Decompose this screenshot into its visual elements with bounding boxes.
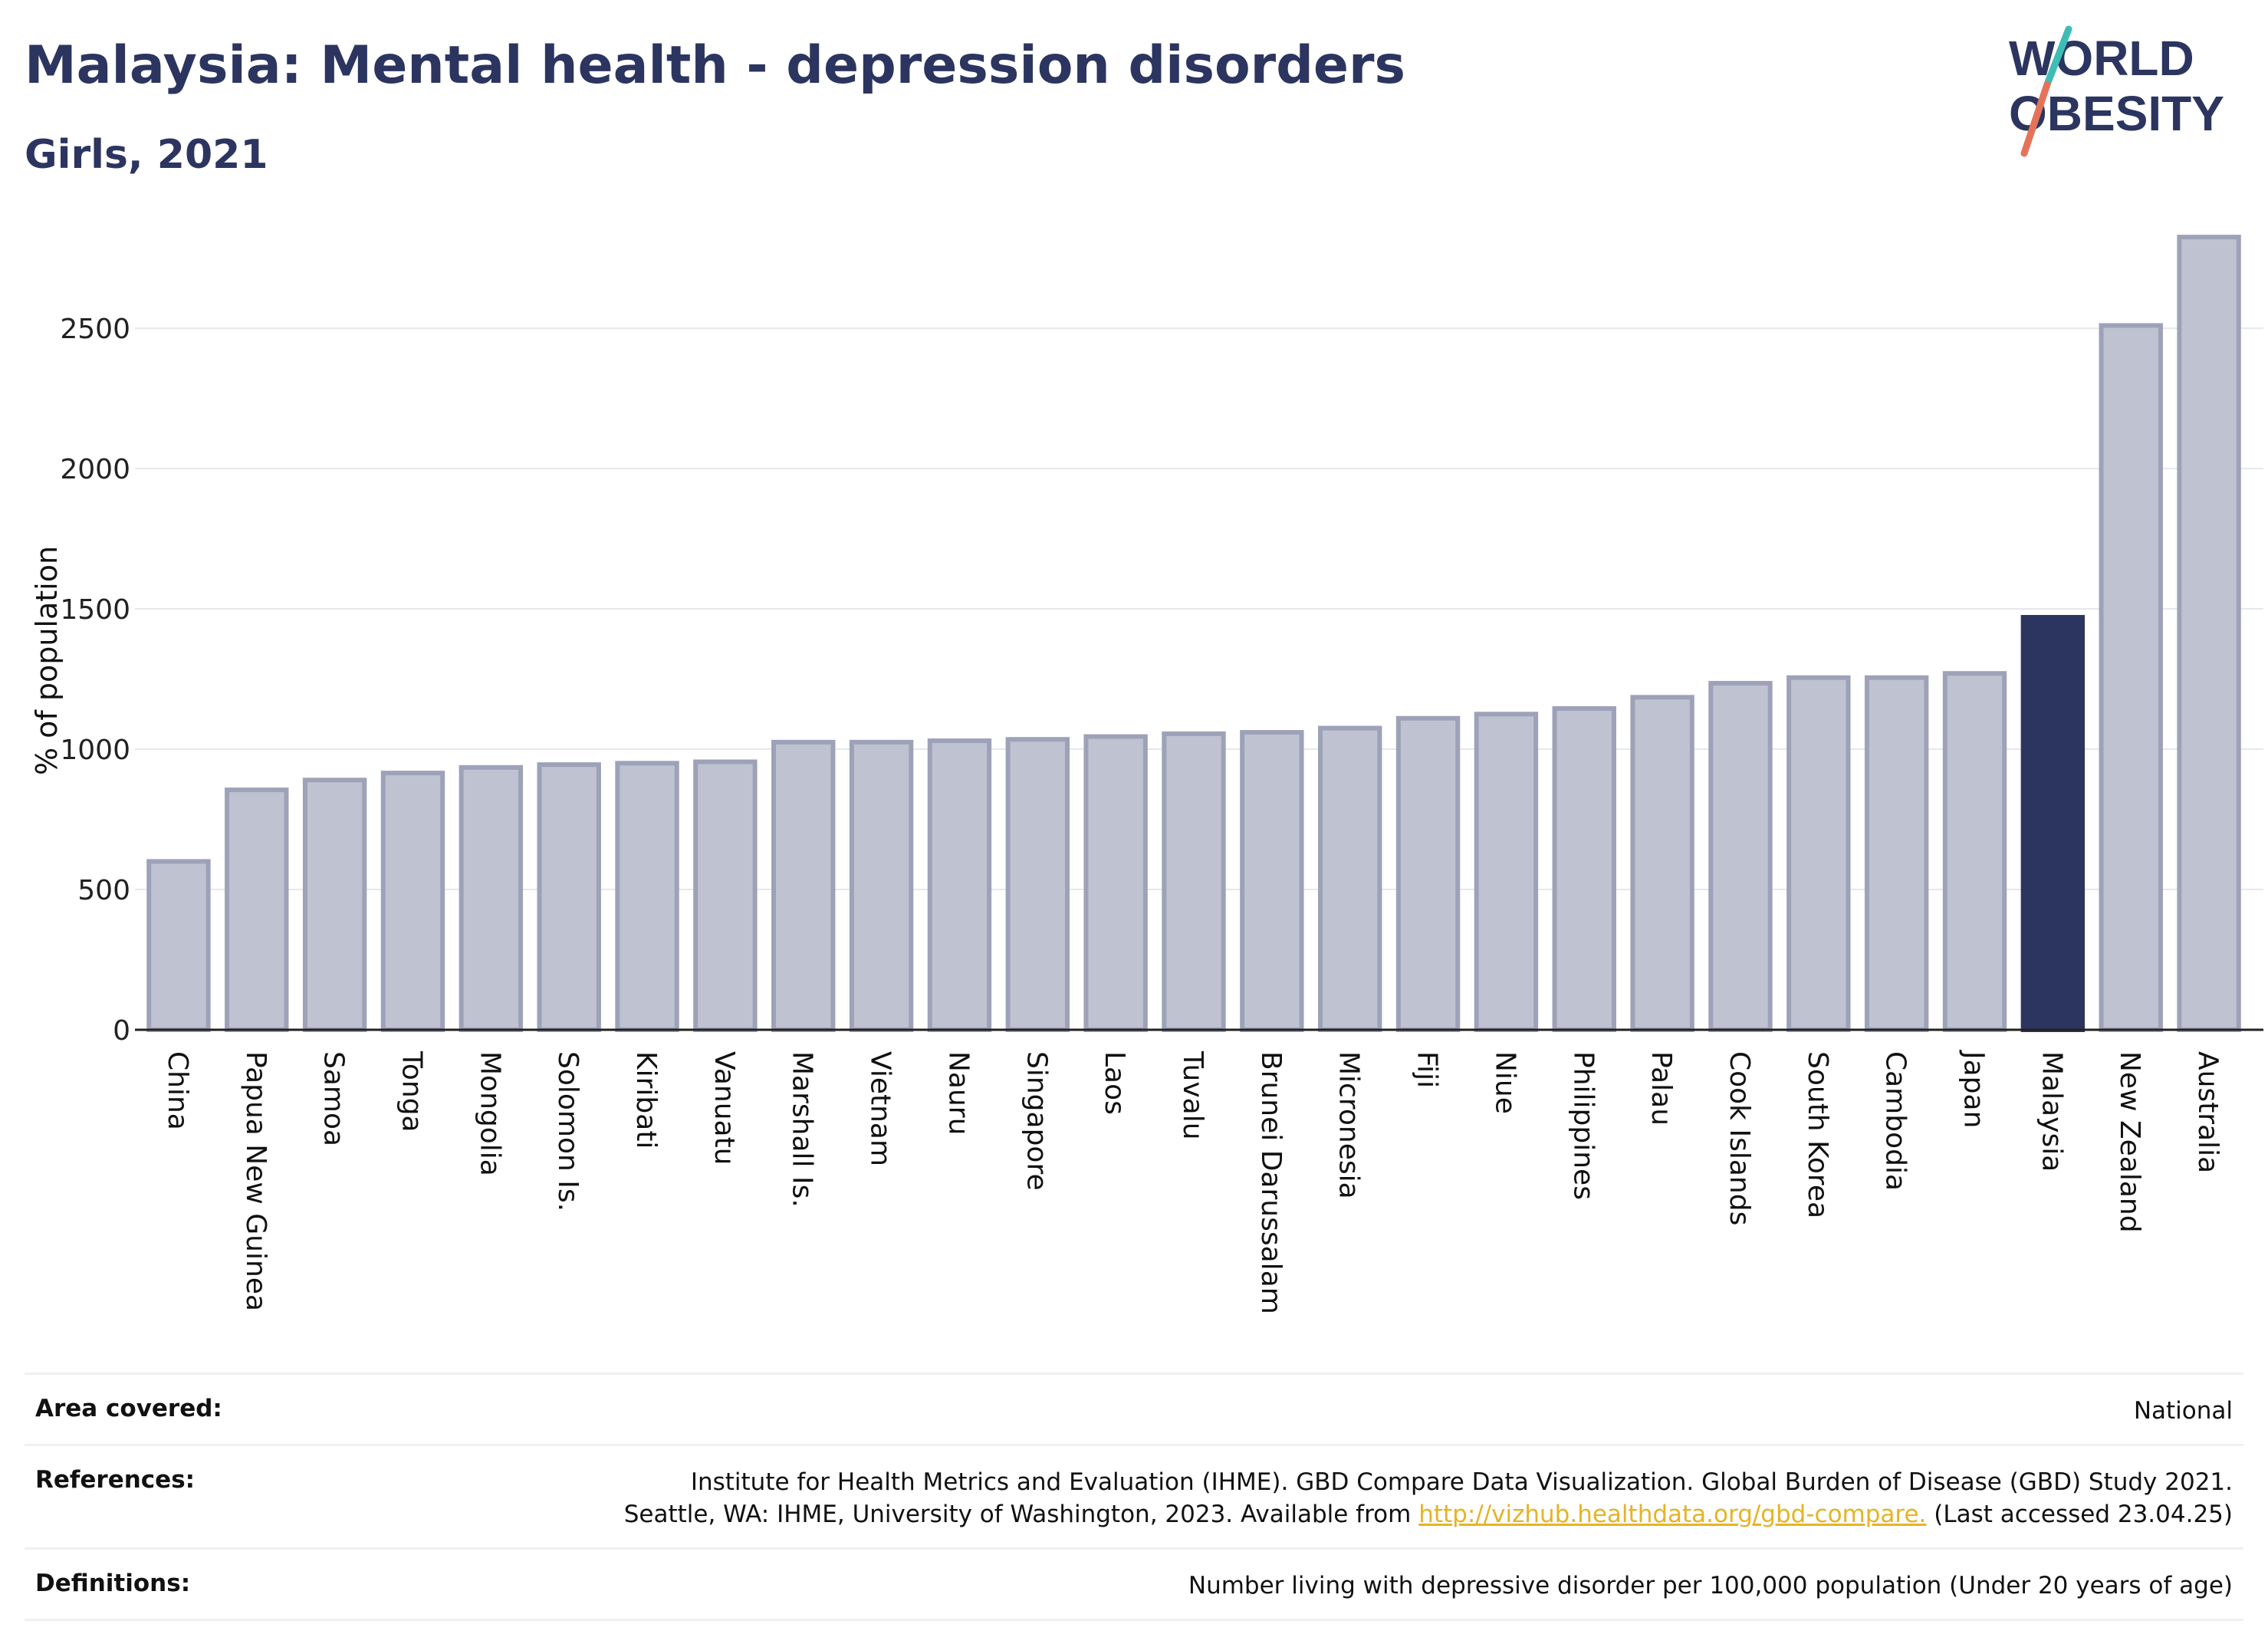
references-link[interactable]: http://vizhub.healthdata.org/gbd-compare… xyxy=(1418,1501,1927,1528)
bar-cook-islands xyxy=(1708,681,1773,1032)
x-tick-label: Fiji xyxy=(1412,1051,1443,1088)
bar-philippines xyxy=(1552,705,1616,1032)
x-tick-label: Marshall Is. xyxy=(787,1051,818,1208)
y-tick-label: 2000 xyxy=(60,454,130,485)
bar-singapore xyxy=(1005,737,1070,1032)
x-tick-label: Vietnam xyxy=(865,1051,896,1166)
x-tick-label: Vanuatu xyxy=(708,1051,740,1165)
y-tick-label: 500 xyxy=(77,875,130,906)
x-tick-label: Philippines xyxy=(1567,1051,1599,1200)
x-tick-label: Tonga xyxy=(396,1050,427,1133)
bar-papua-new-guinea xyxy=(225,787,289,1032)
references-line-1: Institute for Health Metrics and Evaluat… xyxy=(690,1468,2233,1496)
x-tick-label: Malaysia xyxy=(2036,1051,2067,1172)
bar-kiribati xyxy=(615,761,679,1032)
references-line-2-post: (Last accessed 23.04.25) xyxy=(1934,1501,2233,1528)
bar-mongolia xyxy=(459,764,524,1032)
world-obesity-logo: WORLD OBESITY xyxy=(2009,25,2224,157)
x-tick-label: Solomon Is. xyxy=(552,1051,583,1212)
logo-text-world: WORLD xyxy=(2009,31,2194,86)
bar-brunei-darussalam xyxy=(1240,730,1304,1033)
bar-fiji xyxy=(1395,715,1461,1032)
x-tick-label: Mongolia xyxy=(474,1051,505,1176)
x-tick-label: Niue xyxy=(1489,1051,1520,1114)
y-axis-ticks: 0 500 1000 1500 2000 2500 xyxy=(60,314,130,1047)
bar-tonga xyxy=(380,771,445,1032)
y-tick-label: 1000 xyxy=(60,735,130,766)
chart-footer: Area covered: National References: Insti… xyxy=(25,1373,2243,1621)
x-tick-label: Laos xyxy=(1099,1051,1130,1115)
x-tick-label: Samoa xyxy=(318,1051,350,1146)
bar-niue xyxy=(1474,712,1539,1033)
bar-cambodia xyxy=(1864,675,1929,1032)
definitions-value: Number living with depressive disorder p… xyxy=(1188,1572,2233,1599)
y-axis-title: % of population xyxy=(30,546,64,775)
x-axis-labels: China Papua New Guinea Samoa Tonga Mongolia S… xyxy=(162,1050,2224,1314)
x-tick-label: Papua New Guinea xyxy=(240,1051,271,1311)
bar-micronesia xyxy=(1318,725,1382,1032)
x-tick-label: South Korea xyxy=(1802,1051,1833,1218)
x-tick-label: Palau xyxy=(1645,1051,1677,1126)
x-tick-label: New Zealand xyxy=(2114,1051,2145,1233)
references-line-2: Seattle, WA: IHME, University of Washing… xyxy=(624,1498,2233,1530)
x-tick-label: Nauru xyxy=(942,1051,974,1135)
bar-south-korea xyxy=(1786,675,1851,1032)
page-subtitle: Girls, 2021 xyxy=(25,132,268,178)
x-tick-label: Cook Islands xyxy=(1724,1051,1755,1225)
footer-row-area: Area covered: National xyxy=(25,1373,2243,1444)
area-covered-value: National xyxy=(2133,1397,2233,1425)
x-tick-label: Japan xyxy=(1958,1050,1990,1128)
bar-japan xyxy=(1942,671,2007,1032)
references-label: References: xyxy=(35,1466,196,1494)
bar-malaysia xyxy=(2020,615,2086,1032)
bar-australia xyxy=(2177,235,2241,1032)
bar-palau xyxy=(1630,695,1694,1033)
references-value: Institute for Health Metrics and Evaluat… xyxy=(624,1466,2233,1530)
y-tick-label: 1500 xyxy=(60,594,130,626)
page-title: Malaysia: Mental health - depression dis… xyxy=(25,35,1406,96)
bars xyxy=(146,235,2241,1033)
x-tick-label: Singapore xyxy=(1021,1051,1052,1191)
references-line-2-pre: Seattle, WA: IHME, University of Washing… xyxy=(623,1501,1412,1528)
bar-china xyxy=(146,859,211,1032)
bar-laos xyxy=(1083,734,1148,1032)
x-tick-label: Micronesia xyxy=(1333,1051,1365,1199)
y-tick-label: 2500 xyxy=(60,314,130,345)
bar-samoa xyxy=(302,778,367,1032)
footer-row-definitions: Definitions: Number living with depressi… xyxy=(25,1547,2243,1621)
y-tick-label: 0 xyxy=(113,1015,130,1047)
area-covered-label: Area covered: xyxy=(35,1395,222,1422)
bar-solomon-is- xyxy=(537,762,601,1032)
x-tick-label: Australia xyxy=(2192,1051,2224,1173)
bar-tuvalu xyxy=(1162,731,1226,1033)
x-tick-label: Cambodia xyxy=(1880,1051,1911,1191)
bar-nauru xyxy=(927,738,992,1032)
bar-vietnam xyxy=(849,739,914,1033)
x-tick-label: Tuvalu xyxy=(1177,1050,1208,1140)
x-tick-label: Kiribati xyxy=(630,1051,662,1149)
bar-new-zealand xyxy=(2099,323,2163,1032)
x-tick-label: China xyxy=(162,1051,193,1130)
bar-marshall-is- xyxy=(771,739,836,1033)
footer-row-references: References: Institute for Health Metrics… xyxy=(25,1444,2243,1547)
logo-slash-coral xyxy=(2020,81,2051,157)
definitions-label: Definitions: xyxy=(35,1570,191,1597)
bar-vanuatu xyxy=(693,759,758,1032)
logo-slash-teal xyxy=(2043,25,2072,88)
bar-chart: 0 500 1000 1500 2000 2500 China Papua New Guin… xyxy=(30,235,2263,1314)
x-tick-label: Brunei Darussalam xyxy=(1255,1051,1287,1314)
